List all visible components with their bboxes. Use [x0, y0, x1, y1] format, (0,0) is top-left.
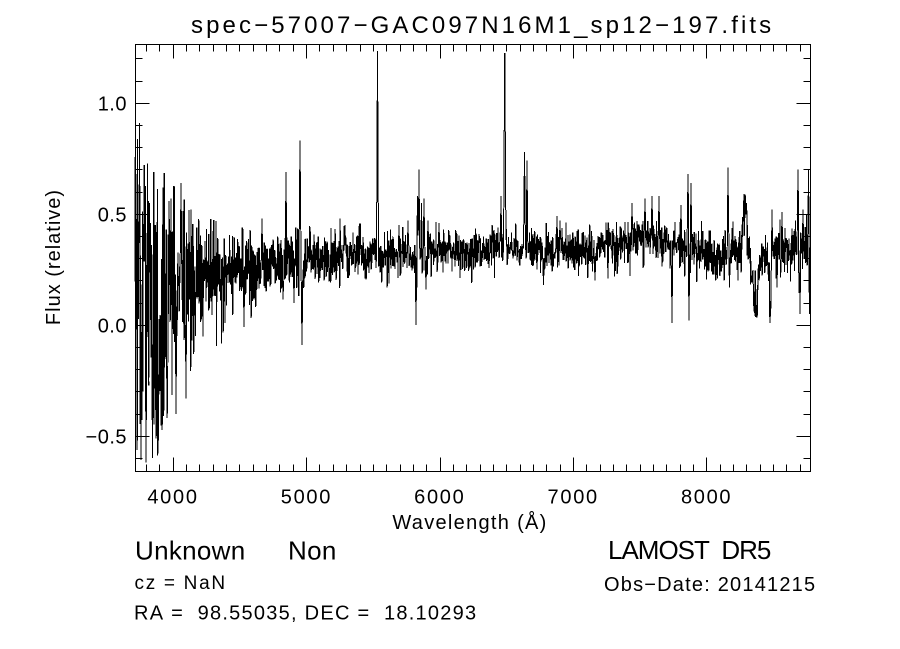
svg-text:Flux (relative): Flux (relative): [43, 189, 65, 325]
svg-text:4000: 4000: [147, 487, 198, 509]
svg-text:6000: 6000: [414, 487, 465, 509]
svg-text:Non: Non: [288, 535, 337, 565]
svg-text:1.0: 1.0: [98, 93, 127, 115]
svg-text:LAMOST DR5: LAMOST DR5: [608, 535, 771, 565]
svg-text:5000: 5000: [281, 487, 332, 509]
svg-text:8000: 8000: [681, 487, 732, 509]
svg-text:RA = 98.55035, DEC = 18.1029: RA = 98.55035, DEC = 18.10293: [134, 603, 477, 625]
svg-text:Obs−Date: 20141215: Obs−Date: 20141215: [604, 574, 816, 596]
svg-text:Unknown: Unknown: [135, 535, 246, 565]
svg-text:Wavelength (Å): Wavelength (Å): [392, 511, 547, 534]
svg-text:0.5: 0.5: [98, 204, 127, 226]
svg-text:−0.5: −0.5: [86, 426, 127, 448]
svg-text:spec−57007−GAC097N16M1_sp12−19: spec−57007−GAC097N16M1_sp12−197.fits: [191, 12, 774, 39]
svg-text:7000: 7000: [548, 487, 599, 509]
svg-text:0.0: 0.0: [98, 315, 127, 337]
svg-text:cz = NaN: cz = NaN: [135, 573, 227, 594]
